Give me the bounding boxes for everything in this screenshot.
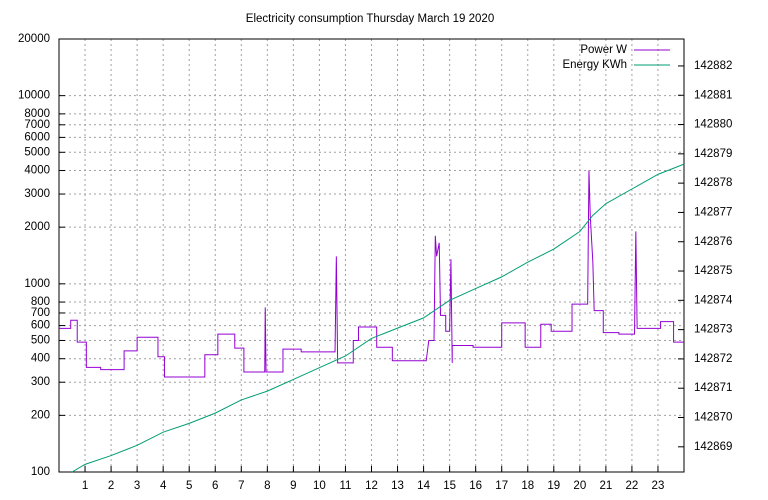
x-tick-label: 7	[238, 480, 244, 492]
y-tick-label: 200	[31, 409, 50, 421]
y2-tick-label: 142870	[694, 412, 732, 424]
x-tick-label: 18	[521, 480, 534, 492]
y2-tick-label: 142872	[694, 353, 732, 365]
chart-title: Electricity consumption Thursday March 1…	[246, 13, 494, 25]
x-tick-label: 5	[186, 480, 192, 492]
y-tick-label: 7000	[24, 119, 50, 131]
y-tick-label: 600	[31, 320, 50, 332]
x-tick-label: 15	[443, 480, 456, 492]
y-tick-label: 300	[31, 376, 50, 388]
y-tick-label: 5000	[24, 146, 50, 158]
y2-tick-label: 142877	[694, 206, 732, 218]
y-tick-label: 3000	[24, 188, 50, 200]
y-tick-label: 1000	[24, 278, 50, 290]
x-tick-label: 2	[108, 480, 114, 492]
y-tick-label: 400	[31, 353, 50, 365]
x-tick-label: 11	[339, 480, 351, 492]
x-tick-label: 10	[313, 480, 326, 492]
x-tick-label: 8	[264, 480, 270, 492]
x-tick-label: 19	[547, 480, 560, 492]
x-tick-label: 23	[652, 480, 665, 492]
y2-tick-label: 142873	[694, 324, 732, 336]
x-tick-label: 3	[134, 480, 140, 492]
x-tick-label: 14	[417, 480, 430, 492]
y-tick-label: 2000	[24, 221, 50, 233]
x-tick-label: 6	[212, 480, 218, 492]
y2-tick-label: 142882	[694, 60, 732, 72]
y2-tick-label: 142869	[694, 441, 732, 453]
x-tick-label: 20	[573, 480, 586, 492]
y-tick-label: 800	[31, 296, 50, 308]
x-tick-label: 12	[365, 480, 378, 492]
plot-frame	[58, 38, 685, 473]
x-tick-label: 16	[469, 480, 482, 492]
y2-tick-label: 142871	[694, 382, 732, 394]
y2-tick-label: 142876	[694, 236, 732, 248]
x-tick-label: 17	[495, 480, 508, 492]
x-tick-label: 13	[391, 480, 404, 492]
y-tick-label: 500	[31, 335, 50, 347]
y-tick-label: 100	[31, 466, 50, 478]
x-tick-label: 9	[290, 480, 296, 492]
y2-tick-label: 142874	[694, 294, 733, 306]
x-tick-label: 1	[82, 480, 88, 492]
y-tick-label: 700	[31, 307, 50, 319]
y2-tick-label: 142880	[694, 119, 732, 131]
y-tick-label: 6000	[24, 131, 50, 143]
series-line	[71, 163, 685, 473]
y2-tick-label: 142881	[694, 89, 732, 101]
y2-tick-label: 142875	[694, 265, 732, 277]
legend-label: Power W	[580, 44, 627, 56]
y-tick-label: 8000	[24, 108, 50, 120]
x-tick-label: 22	[626, 480, 639, 492]
y-tick-label: 4000	[24, 165, 50, 177]
x-tick-label: 4	[160, 480, 167, 492]
legend-label: Energy KWh	[562, 59, 627, 71]
y2-tick-label: 142879	[694, 148, 732, 160]
series-line	[59, 170, 684, 378]
y-tick-label: 20000	[18, 33, 50, 45]
y2-tick-label: 142878	[694, 177, 732, 189]
y-tick-label: 10000	[18, 90, 50, 102]
x-tick-label: 21	[599, 480, 612, 492]
